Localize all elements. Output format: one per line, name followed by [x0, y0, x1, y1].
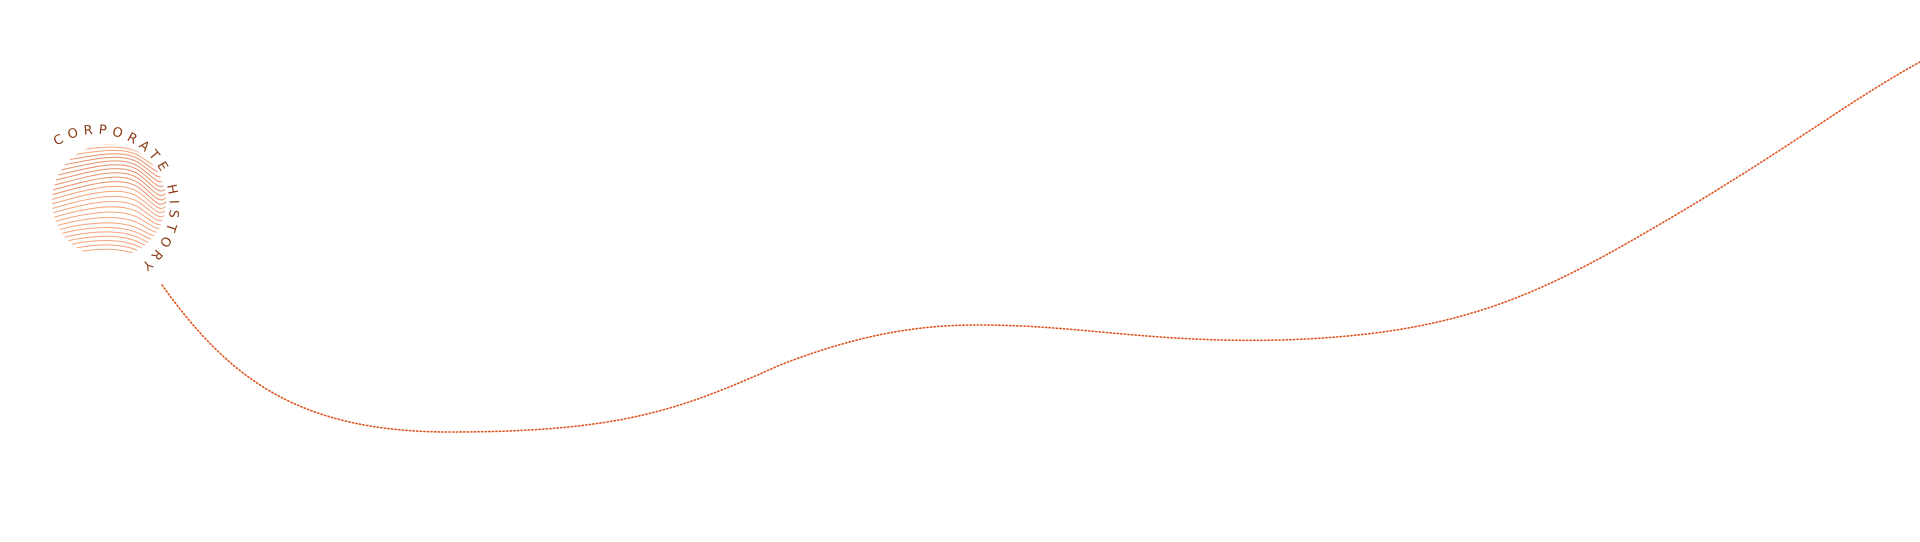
logo-wave-line	[52, 190, 166, 213]
logo-wave-line	[52, 195, 166, 218]
logo-wave-line	[52, 231, 166, 246]
logo-wave-line	[52, 181, 166, 205]
logo-wave-line	[52, 164, 166, 187]
logo-wave-line	[52, 172, 166, 196]
timeline-dotted-path	[161, 61, 1920, 433]
logo-wave-line	[52, 176, 166, 201]
logo-wave-line	[52, 168, 166, 192]
logo-wave-line	[52, 185, 166, 209]
corporate-history-logo[interactable]: CORPORATE HISTORY	[40, 123, 181, 276]
